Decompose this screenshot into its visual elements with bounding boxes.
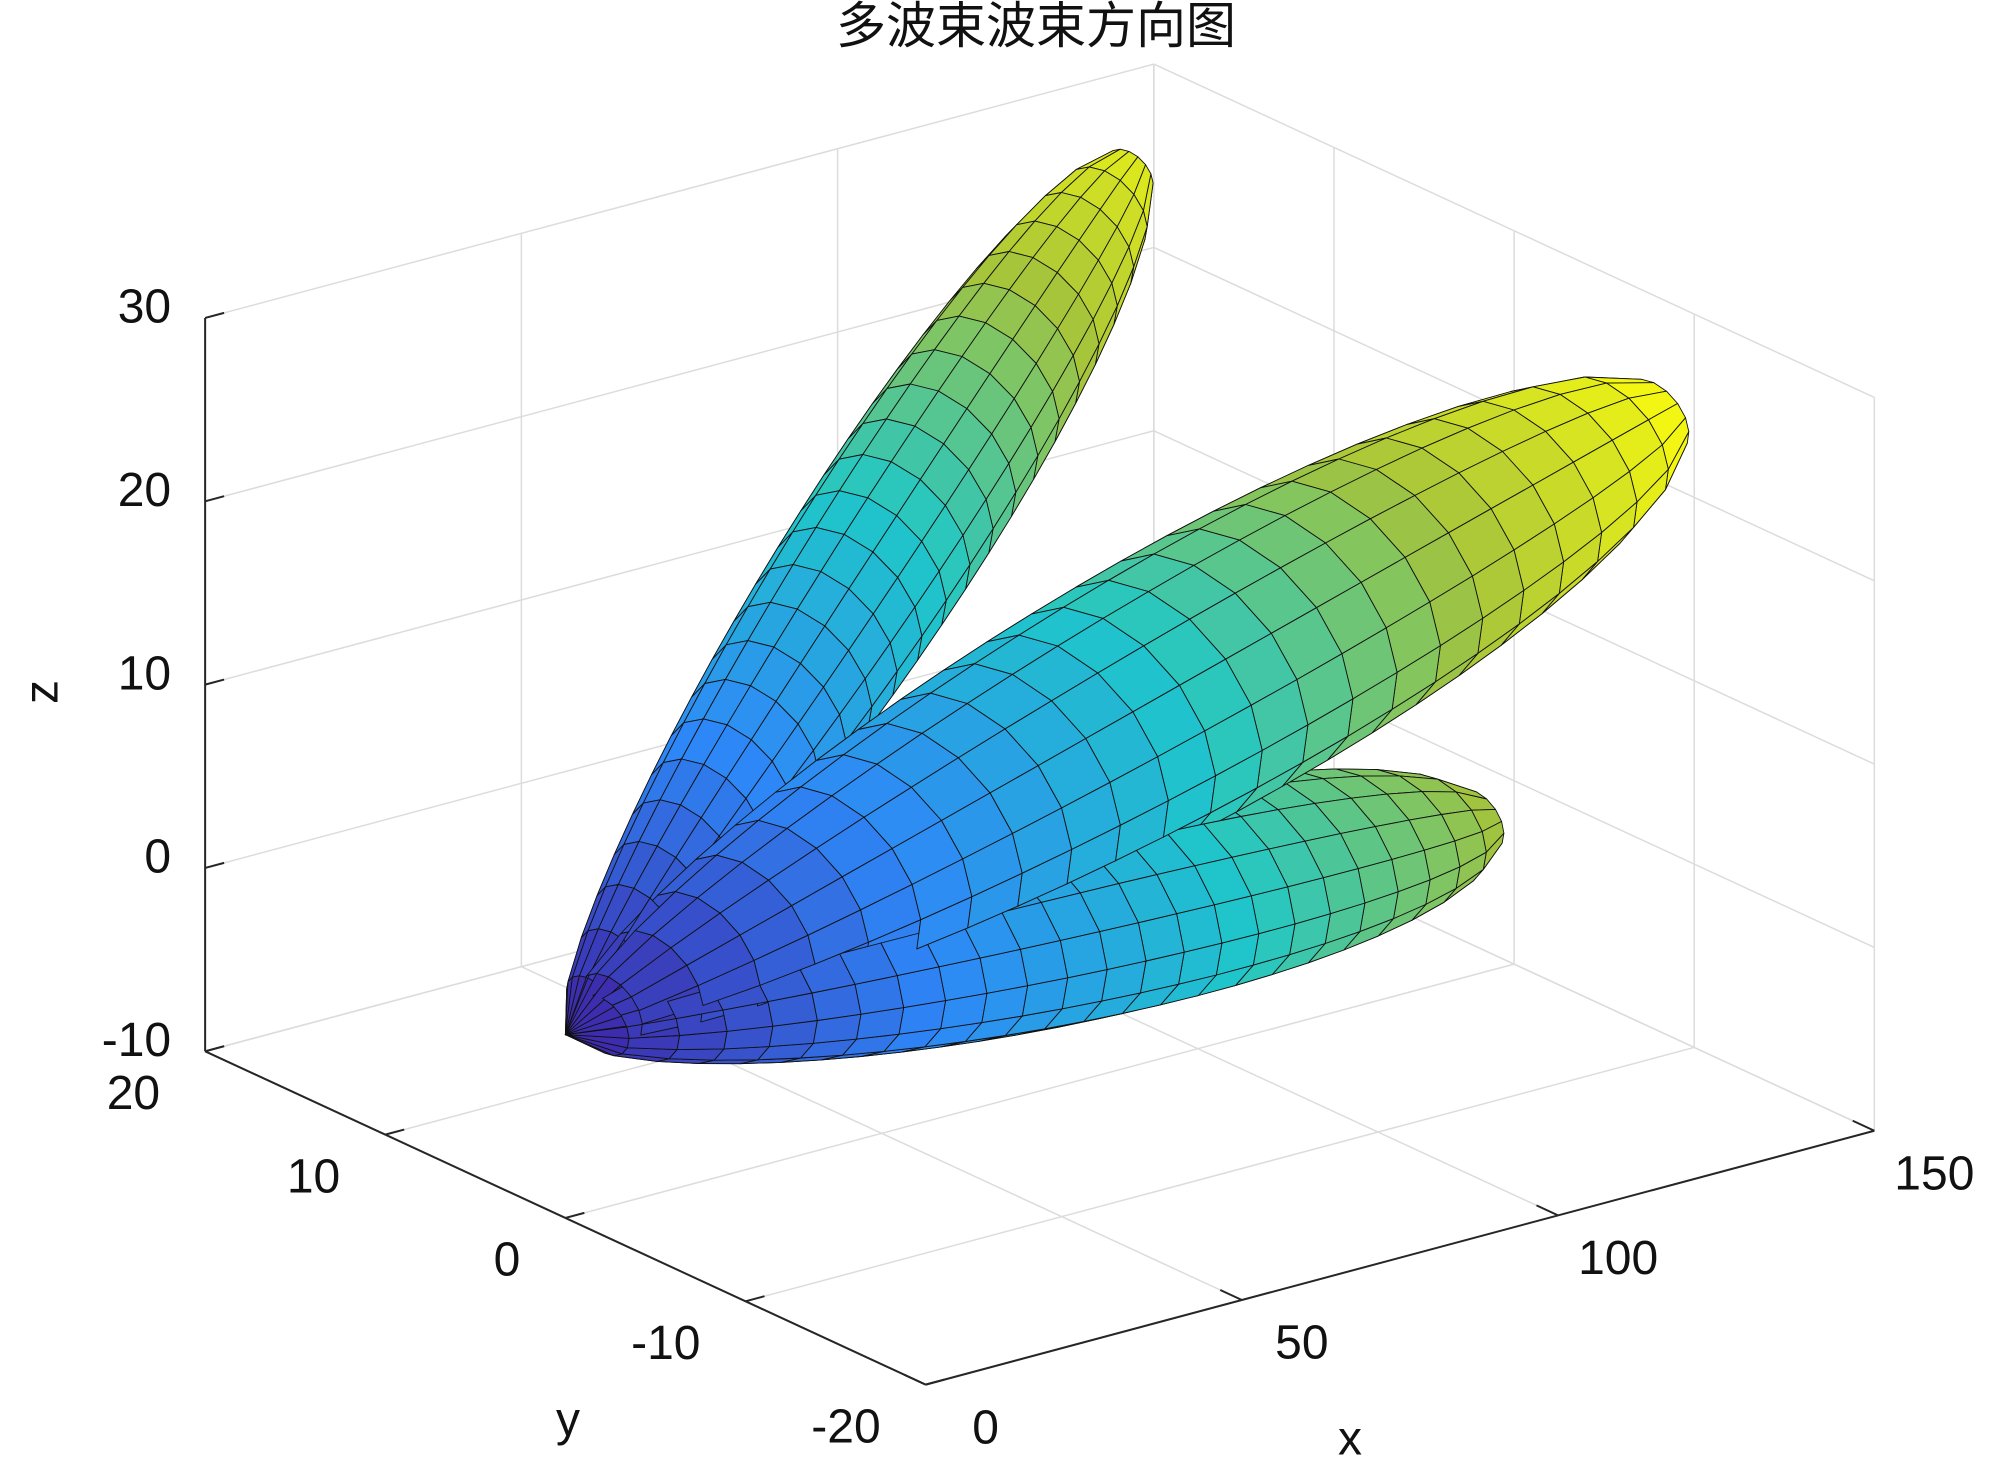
z-tick-label: 10 bbox=[118, 647, 171, 700]
y-tick-label: -10 bbox=[631, 1317, 700, 1370]
tick-mark bbox=[204, 861, 225, 869]
grid-line bbox=[1153, 63, 1875, 399]
x-axis-label: x bbox=[1338, 1413, 1362, 1462]
tick-mark bbox=[384, 1128, 405, 1136]
x-tick-label: 0 bbox=[972, 1401, 999, 1454]
x-tick-label: 150 bbox=[1894, 1147, 1974, 1200]
tick-mark bbox=[925, 1378, 945, 1386]
y-tick-label: -20 bbox=[811, 1400, 880, 1453]
y-tick-label: 20 bbox=[107, 1067, 160, 1120]
surface-facet bbox=[668, 1048, 725, 1061]
tick-mark bbox=[903, 1373, 927, 1386]
tick-mark bbox=[204, 678, 225, 686]
axis-line bbox=[925, 1129, 1875, 1386]
surface bbox=[564, 148, 1690, 1065]
tick-mark bbox=[204, 495, 225, 503]
z-axis-label: z bbox=[16, 680, 69, 704]
tick-mark bbox=[565, 1211, 585, 1219]
x-tick-label: 50 bbox=[1275, 1317, 1328, 1370]
z-tick-label: -10 bbox=[102, 1014, 171, 1067]
x-tick-label: 100 bbox=[1578, 1232, 1658, 1285]
tick-mark bbox=[745, 1295, 765, 1303]
tick-mark bbox=[204, 1045, 225, 1053]
y-axis-label: y bbox=[556, 1394, 580, 1447]
tick-mark bbox=[1536, 1204, 1559, 1217]
tick-mark bbox=[204, 311, 225, 319]
grid-line bbox=[565, 963, 1515, 1219]
z-tick-label: 0 bbox=[144, 831, 171, 884]
y-tick-label: 10 bbox=[287, 1150, 340, 1203]
surface-facet bbox=[1179, 658, 1252, 732]
chart-title: 多波束波束方向图 bbox=[836, 0, 1236, 54]
tick-mark bbox=[1852, 1119, 1875, 1132]
grid-line bbox=[745, 1046, 1695, 1303]
grid-line bbox=[204, 63, 1155, 319]
z-tick-label: 30 bbox=[118, 281, 171, 334]
y-tick-label: 0 bbox=[494, 1234, 521, 1287]
z-tick-label: 20 bbox=[118, 464, 171, 517]
tick-mark bbox=[1219, 1289, 1243, 1301]
